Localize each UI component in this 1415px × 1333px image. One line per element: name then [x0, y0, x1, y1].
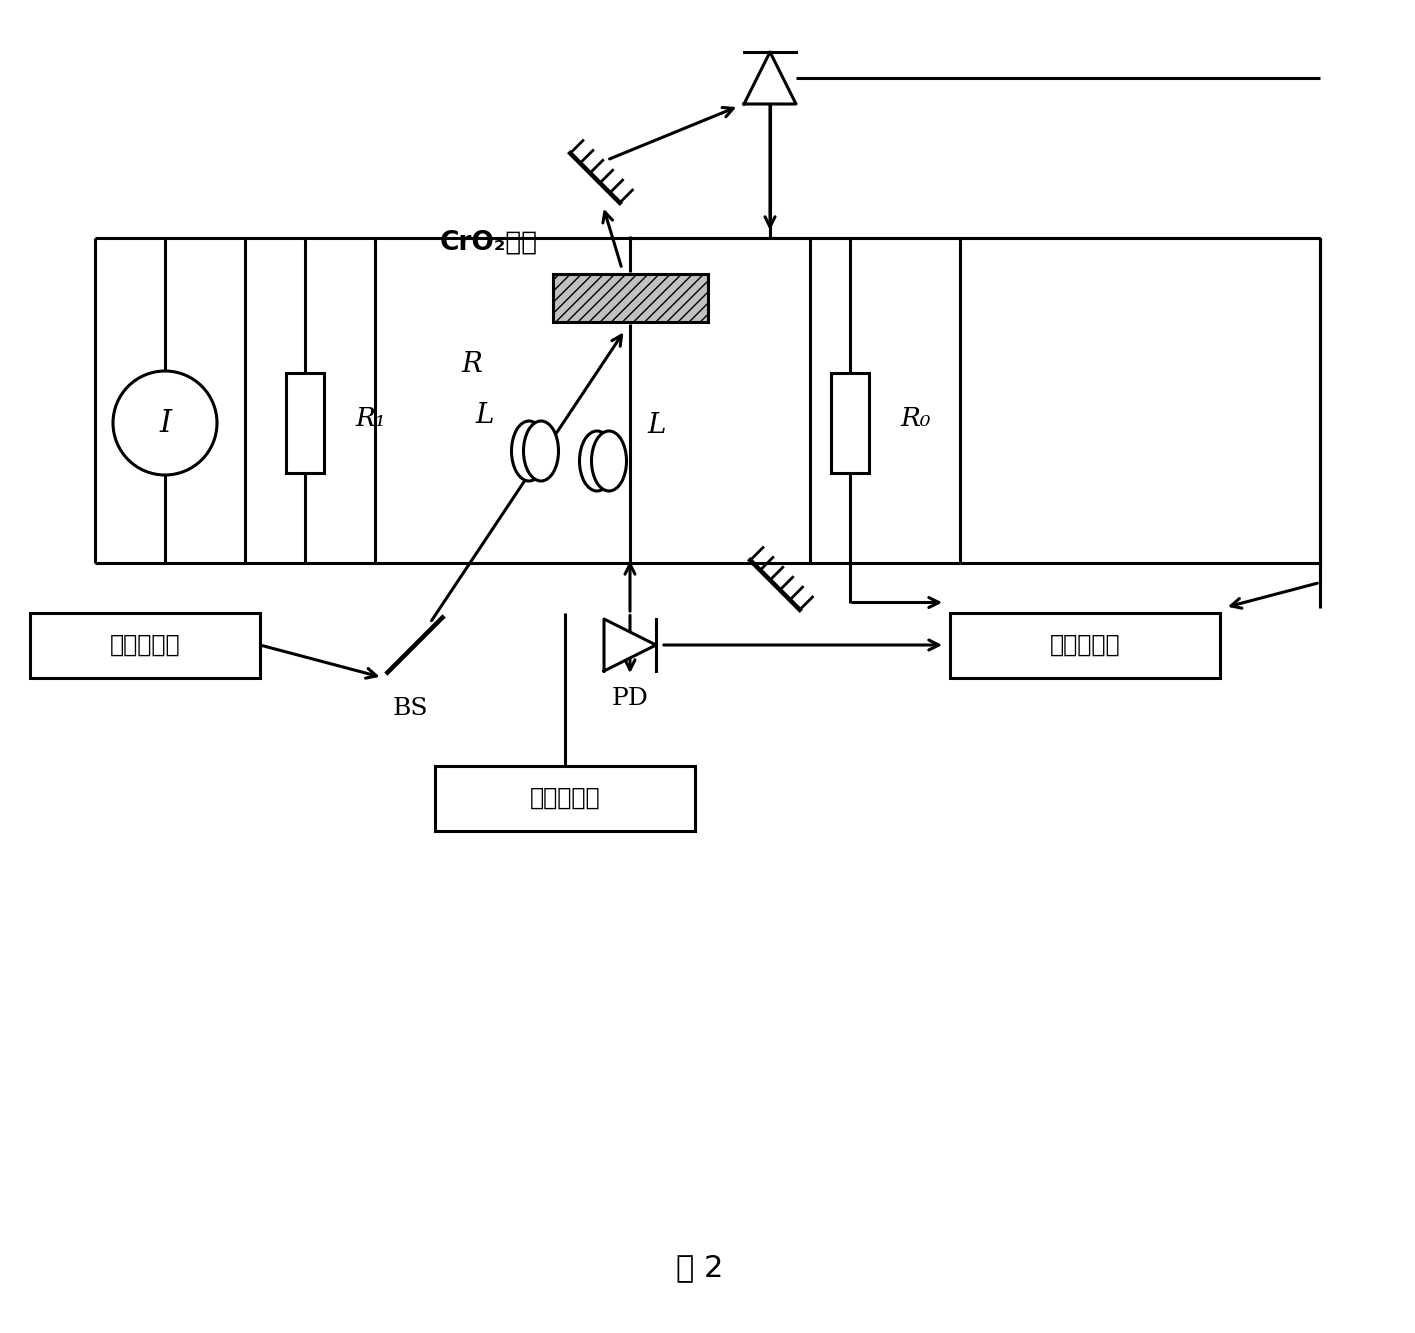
Text: L: L [648, 412, 666, 439]
Text: PD: PD [611, 686, 648, 710]
Text: L: L [475, 403, 494, 429]
Text: 数字示波器: 数字示波器 [1050, 633, 1121, 657]
Text: 图 2: 图 2 [676, 1253, 723, 1282]
Ellipse shape [580, 431, 614, 491]
Bar [286, 373, 324, 473]
Text: 染料激光器: 染料激光器 [110, 633, 180, 657]
Bar [831, 373, 869, 473]
Text: R₁: R₁ [355, 405, 385, 431]
Polygon shape [744, 52, 797, 104]
Bar [552, 275, 708, 323]
Polygon shape [604, 619, 657, 670]
Ellipse shape [524, 421, 559, 481]
Text: 连续激光器: 连续激光器 [529, 786, 600, 810]
Text: CrO₂藄膜: CrO₂藄膜 [440, 231, 538, 256]
Text: R: R [461, 352, 483, 379]
Bar [949, 612, 1220, 677]
Circle shape [113, 371, 216, 475]
Text: I: I [158, 408, 171, 439]
Bar [434, 765, 695, 830]
Ellipse shape [591, 431, 627, 491]
Text: BS: BS [392, 697, 427, 720]
Text: R₀: R₀ [900, 405, 931, 431]
Ellipse shape [511, 421, 546, 481]
Bar [30, 612, 260, 677]
